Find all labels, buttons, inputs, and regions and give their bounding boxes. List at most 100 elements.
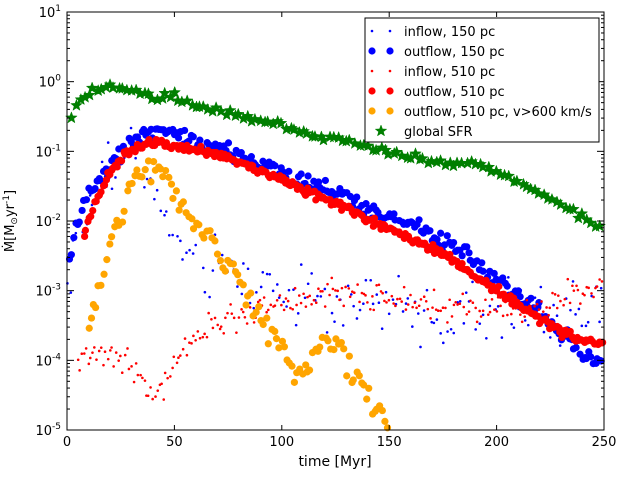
data-point <box>419 345 422 349</box>
data-point <box>502 169 516 182</box>
data-point <box>255 303 263 311</box>
data-point <box>296 312 300 315</box>
data-point <box>469 299 472 303</box>
data-point <box>271 327 279 336</box>
data-point <box>239 281 247 289</box>
data-point <box>277 296 281 299</box>
legend-marker <box>368 87 376 95</box>
data-point <box>179 354 182 357</box>
data-point <box>237 316 241 319</box>
data-point <box>190 342 193 345</box>
data-point <box>118 218 127 226</box>
data-point <box>181 347 185 351</box>
data-point <box>129 126 133 130</box>
data-point <box>82 196 91 204</box>
data-point <box>172 187 181 195</box>
data-point <box>194 243 198 247</box>
data-point <box>478 259 486 267</box>
data-point <box>488 310 492 314</box>
data-point <box>147 178 155 186</box>
data-point <box>559 299 562 303</box>
data-point <box>280 303 283 307</box>
data-point <box>432 321 436 325</box>
data-point <box>221 267 229 275</box>
data-point <box>92 303 100 312</box>
data-point <box>70 234 78 242</box>
data-point <box>330 311 334 315</box>
data-point <box>381 417 389 425</box>
data-point <box>345 352 353 360</box>
data-point <box>600 280 604 283</box>
data-point <box>545 306 548 309</box>
data-point <box>245 322 249 325</box>
data-point <box>171 366 174 370</box>
data-point <box>93 346 96 349</box>
data-point <box>346 284 350 288</box>
data-point <box>444 306 447 310</box>
data-point <box>243 315 247 319</box>
data-point <box>458 259 466 268</box>
data-point <box>285 167 293 175</box>
data-point <box>372 308 376 312</box>
data-point <box>390 294 394 298</box>
data-point <box>87 362 91 366</box>
data-point <box>97 281 105 289</box>
legend-label: outflow, 150 pc <box>404 45 505 60</box>
data-point <box>458 302 462 305</box>
data-point <box>342 133 356 146</box>
data-point <box>471 280 474 284</box>
data-point <box>424 299 428 303</box>
data-point <box>461 292 465 296</box>
data-point <box>462 322 466 325</box>
data-point <box>229 303 232 306</box>
data-point <box>333 190 341 198</box>
data-point <box>211 269 215 272</box>
y-tick-label: 101 <box>39 4 61 21</box>
legend-marker <box>370 29 374 33</box>
data-point <box>572 289 576 292</box>
data-point <box>479 267 487 275</box>
data-point <box>143 185 146 189</box>
data-point <box>88 356 92 360</box>
data-point <box>169 194 177 203</box>
data-point <box>194 339 197 342</box>
data-point <box>478 322 482 325</box>
data-point <box>305 366 314 374</box>
data-point <box>587 353 595 361</box>
data-point <box>333 320 336 323</box>
data-point <box>198 336 202 340</box>
data-point <box>91 351 94 354</box>
data-point <box>441 341 445 345</box>
data-point <box>76 358 80 362</box>
x-tick-label: 100 <box>269 435 294 450</box>
data-point <box>439 309 443 313</box>
data-point <box>510 322 513 326</box>
data-point <box>436 309 440 313</box>
data-point <box>315 178 323 186</box>
data-point <box>162 398 166 401</box>
data-point <box>507 276 510 279</box>
data-point <box>426 227 434 235</box>
data-point <box>247 153 255 161</box>
data-point <box>304 305 308 308</box>
data-point <box>141 376 144 380</box>
data-point <box>471 301 475 304</box>
legend: inflow, 150 pc outflow, 150 pc inflow, 510… <box>364 17 600 143</box>
data-point <box>415 216 423 224</box>
data-point <box>553 293 557 296</box>
data-point <box>488 304 492 308</box>
data-point <box>495 282 503 291</box>
data-point <box>201 335 205 339</box>
data-point <box>556 294 560 297</box>
data-point <box>87 212 95 220</box>
data-point <box>236 285 239 288</box>
data-point <box>206 227 214 235</box>
y-tick-label: 100 <box>39 74 62 91</box>
data-point <box>363 395 371 403</box>
data-point <box>117 157 126 165</box>
data-point <box>441 306 445 310</box>
data-point <box>142 87 155 100</box>
data-point <box>499 304 502 308</box>
data-point <box>419 298 423 301</box>
data-point <box>352 291 356 294</box>
